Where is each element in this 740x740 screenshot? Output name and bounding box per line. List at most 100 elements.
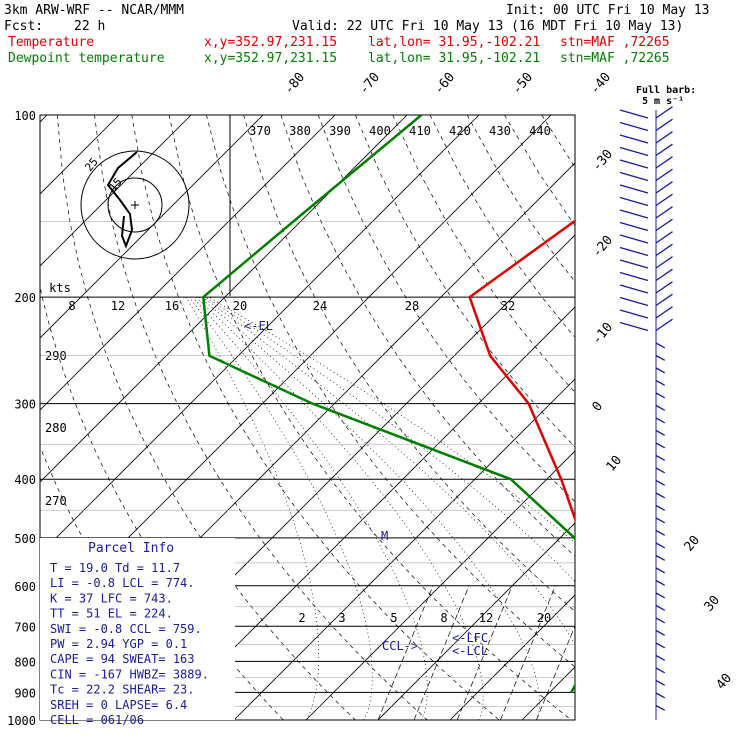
parcel-info-row: K = 37 LFC = 743. [50, 591, 173, 605]
mixing-ratio-line [536, 624, 575, 720]
isotherm-line [161, 306, 575, 720]
isotherm-label: -70 [357, 70, 384, 98]
isotherm-line [305, 450, 575, 720]
mixing-ratio-label: 2 [298, 611, 305, 625]
isotherm-label: 10 [604, 453, 626, 475]
moist-adiabat-line [208, 296, 575, 544]
wind-barb [655, 168, 673, 182]
hodograph-center [131, 201, 139, 209]
wind-barb [655, 504, 666, 511]
mixing-ratio-label: 20 [537, 611, 551, 625]
hodograph-speed-label: 16 [165, 299, 179, 313]
mixing-ratio-label: 12 [479, 611, 493, 625]
wind-barb [655, 306, 673, 319]
dewpoint-legend: Dewpoint temperature [8, 51, 165, 66]
wind-barb [655, 243, 673, 257]
wind-barb [655, 379, 666, 386]
valid-time: Valid: 22 UTC Fri 10 May 13 (16 MDT Fri … [292, 19, 684, 34]
hodograph-speed-label: 8 [68, 299, 75, 313]
mixing-ratio-label: 5 [390, 611, 397, 625]
temperature-latlon: lat,lon= 31.95,-102.21 [368, 35, 541, 50]
profile-annotation: <-EL [244, 319, 273, 333]
wind-barb [619, 234, 649, 244]
barb-legend-title: Full barb: [636, 85, 696, 96]
wind-barb [655, 354, 666, 361]
wind-barb [619, 184, 649, 194]
dry-adiabat-label: 280 [45, 421, 67, 435]
wind-barb [655, 529, 666, 536]
parcel-info-row: LI = -0.8 LCL = 774. [50, 576, 195, 590]
pressure-label: 500 [14, 532, 36, 546]
dry-adiabat-line [541, 115, 575, 169]
isotherm-label: -50 [510, 70, 537, 98]
wind-barb [655, 181, 673, 194]
dry-adiabat-line [579, 115, 740, 720]
pressure-label: 800 [14, 655, 36, 669]
wind-barb [655, 281, 673, 294]
wind-barb [655, 342, 666, 349]
wind-barb [655, 592, 666, 599]
isotherm-label: -80 [282, 70, 309, 98]
isotherm-label: -20 [590, 233, 617, 261]
wind-barb [619, 159, 649, 169]
pressure-label: 600 [14, 580, 36, 594]
isotherm-label: 0 [590, 399, 607, 415]
wind-barb [619, 109, 649, 119]
pressure-label: 200 [14, 291, 36, 305]
wind-barb [655, 218, 673, 232]
wind-barb [655, 392, 666, 399]
theta-label: 430 [489, 124, 511, 138]
wind-barb [655, 467, 666, 474]
dry-adiabat-line [504, 115, 575, 226]
wind-barb [655, 193, 673, 207]
hodograph-ring-outer [80, 150, 190, 260]
pressure-label: 100 [14, 109, 36, 123]
parcel-info-title: Parcel Info [88, 541, 174, 556]
theta-label: 390 [329, 124, 351, 138]
profile-annotation: <-LCL [452, 644, 488, 658]
wind-barb [655, 579, 666, 586]
isotherm-line [233, 378, 575, 720]
wind-barb [619, 321, 649, 332]
pressure-label: 900 [14, 686, 36, 700]
dry-adiabat-line [392, 115, 575, 393]
theta-label: 410 [409, 124, 431, 138]
mixing-ratio-label: 8 [440, 611, 447, 625]
isotherm-line [40, 115, 264, 339]
temperature-xy: x,y=352.97,231.15 [204, 35, 338, 50]
isotherm-label: 20 [682, 533, 704, 555]
pressure-label: 1000 [7, 714, 36, 728]
wind-barb [655, 442, 666, 449]
dewpoint-profile [202, 115, 575, 693]
wind-barb [655, 692, 666, 699]
hodograph-trace [106, 151, 138, 249]
wind-barb [655, 542, 666, 549]
wind-barb [655, 404, 666, 411]
mixing-ratio-label: 3 [338, 611, 345, 625]
wind-barb [655, 156, 673, 169]
isotherm-line [521, 666, 575, 720]
parcel-info-row: CIN = -167 HWBZ= 3889. [50, 667, 209, 681]
wind-barb [655, 118, 673, 132]
dry-adiabat-line [616, 115, 740, 720]
wind-barb [655, 454, 666, 461]
wind-barb [655, 367, 666, 374]
dry-adiabat-line [355, 115, 575, 448]
theta-label: 440 [529, 124, 551, 138]
wind-barb [655, 642, 666, 649]
model-title: 3km ARW-WRF -- NCAR/MMM [4, 3, 185, 18]
wind-barb [619, 146, 649, 157]
isotherm-line [594, 115, 740, 720]
wind-barb [655, 654, 666, 661]
isotherm-label: -40 [588, 70, 615, 98]
wind-barb [619, 259, 649, 269]
dry-adiabat-line [429, 115, 575, 338]
isotherm-label: 40 [714, 671, 736, 693]
parcel-info-row: SWI = -0.8 CCL = 759. [50, 622, 202, 636]
wind-barb [655, 143, 673, 157]
isotherm-line [666, 115, 740, 720]
wind-barb [619, 209, 649, 219]
parcel-info-row: Tc = 22.2 SHEAR= 23. [50, 683, 195, 697]
wind-barb [619, 271, 649, 282]
wind-barb [655, 318, 673, 332]
